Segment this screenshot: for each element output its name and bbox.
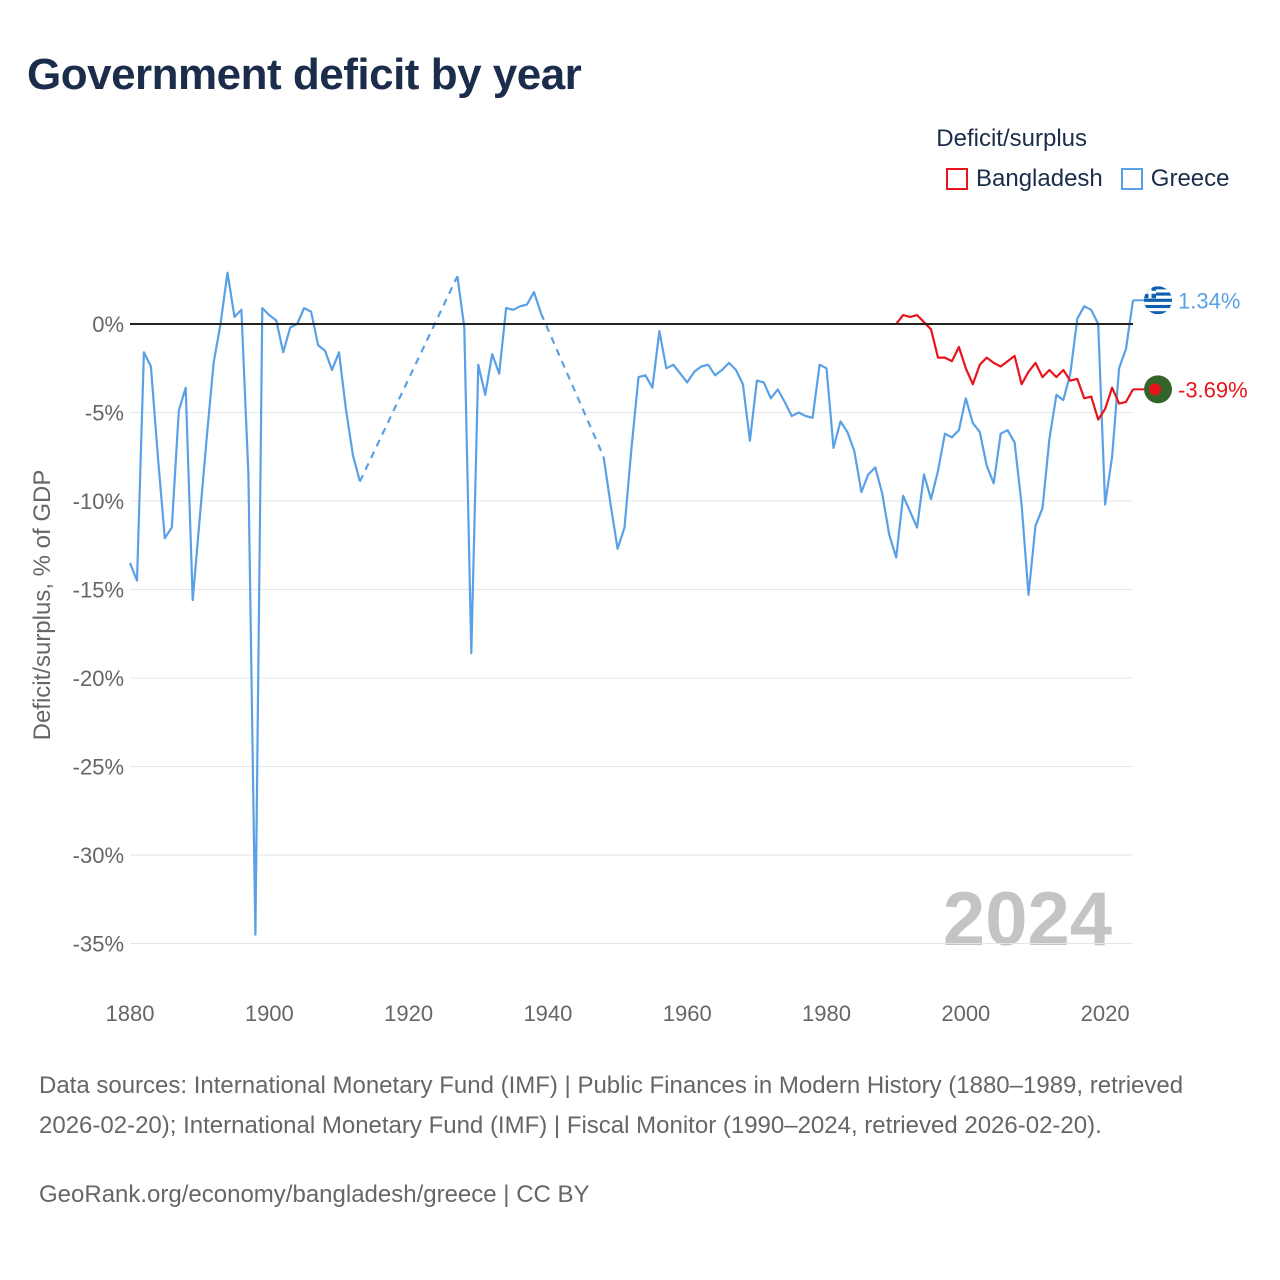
series-line-greece [128,271,361,936]
legend-swatch-bangladesh [946,168,968,190]
x-tick-label: 1940 [523,1001,572,1026]
y-tick-label: -30% [73,843,124,868]
year-watermark: 2024 [943,877,1112,962]
y-tick-label: -25% [73,755,124,780]
series-line-greece [456,276,543,655]
x-tick-label: 2000 [941,1001,990,1026]
bangladesh-flag-icon [1144,375,1172,404]
y-tick-label: -35% [73,932,124,957]
y-tick-label: -15% [73,578,124,603]
end-markers: 1.34% -3.69% [1133,286,1248,404]
y-axis-label: Deficit/surplus, % of GDP [29,470,56,741]
legend-item-greece[interactable]: Greece [1120,165,1230,193]
x-tick-label: 1960 [663,1001,712,1026]
credit-link[interactable]: GeoRank.org/economy/bangladesh/greece | … [39,1181,590,1208]
y-tick-label: -5% [85,401,124,426]
x-tick-label: 1980 [802,1001,851,1026]
legend: Bangladesh Greece [946,165,1247,193]
y-tick-label: -20% [73,666,124,691]
greece-flag-icon [1144,286,1172,315]
legend-label-greece: Greece [1150,165,1230,192]
legend-title: Deficit/surplus [936,125,1087,152]
legend-item-bangladesh[interactable]: Bangladesh [946,165,1103,193]
x-tick-label: 1900 [245,1001,294,1026]
legend-swatch-greece [1120,168,1143,190]
legend-label-bangladesh: Bangladesh [976,165,1103,192]
x-tick-label: 1920 [384,1001,433,1026]
y-gridlines [130,412,1133,944]
series-lines [128,271,1135,936]
data-sources: Data sources: International Monetary Fun… [39,1072,1184,1139]
series-line-greece [539,312,605,458]
x-tick-label: 2020 [1081,1001,1130,1026]
series-line-greece [358,275,459,482]
y-axis-ticks: 0% -5% -10% -15% -20% -25% -30% -35% [73,312,124,957]
end-value-label-greece: 1.34% [1178,288,1240,313]
y-tick-label: -10% [73,489,124,514]
y-tick-label: 0% [92,312,124,337]
x-axis-ticks: 1880 1900 1920 1940 1960 1980 2000 2020 [106,1001,1130,1026]
series-line-bangladesh [895,314,1134,421]
series-line-greece [602,300,1135,596]
x-tick-label: 1880 [106,1001,155,1026]
end-value-label-bangladesh: -3.69% [1178,377,1248,402]
chart-title: Government deficit by year [27,50,582,99]
